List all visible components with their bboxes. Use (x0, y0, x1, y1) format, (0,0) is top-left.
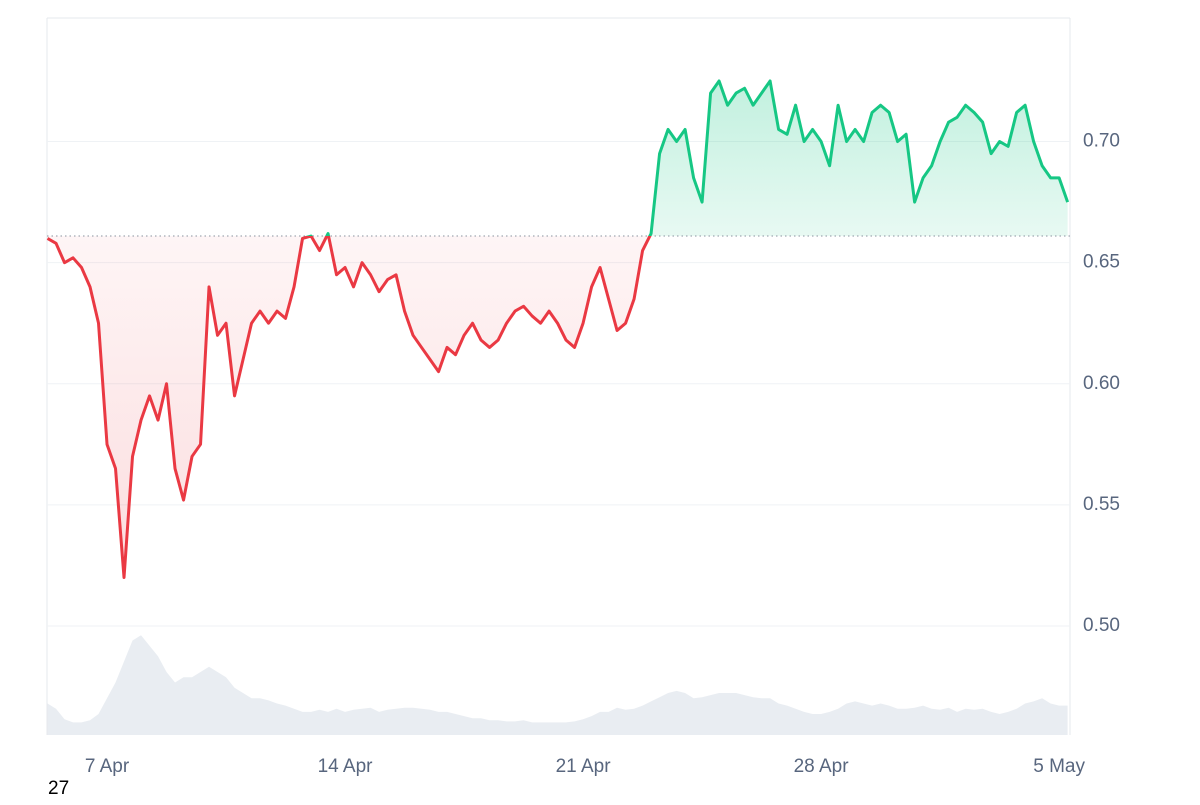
y-tick-label: 0.65 (1083, 252, 1120, 273)
x-tick-label: 28 Apr (794, 756, 850, 777)
x-tick-label: 7 Apr (85, 756, 130, 777)
x-tick-label: 21 Apr (556, 756, 612, 777)
footer-text: 27 (48, 778, 69, 799)
y-tick-label: 0.50 (1083, 615, 1120, 636)
y-tick-label: 0.70 (1083, 131, 1120, 152)
price-area (47, 80, 1068, 578)
x-tick-label: 14 Apr (318, 756, 374, 777)
price-line (46, 79, 1070, 580)
y-tick-label: 0.60 (1083, 373, 1120, 394)
y-tick-label: 0.55 (1083, 494, 1120, 515)
x-tick-label: 5 May (1033, 756, 1085, 777)
volume-area (47, 635, 1068, 735)
